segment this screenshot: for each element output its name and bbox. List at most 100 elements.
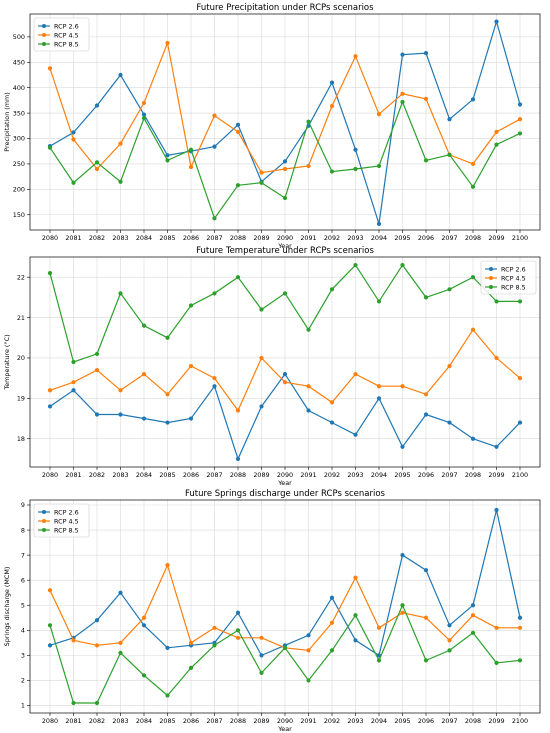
- data-point: [517, 299, 523, 304]
- x-tick-label: 2092: [324, 234, 340, 242]
- data-point: [141, 372, 147, 377]
- x-tick-label: 2098: [465, 717, 481, 725]
- data-point: [212, 113, 217, 118]
- data-point: [447, 638, 452, 643]
- y-tick-label: 400: [13, 84, 25, 92]
- x-tick-label: 2093: [347, 717, 363, 725]
- chart-title: Future Precipitation under RCPs scenario…: [196, 3, 374, 13]
- data-point: [400, 553, 405, 558]
- data-point: [517, 376, 523, 381]
- x-tick-label: 2100: [512, 471, 528, 479]
- data-point: [400, 444, 405, 449]
- x-tick-label: 2089: [253, 234, 269, 242]
- y-tick-label: 150: [13, 211, 25, 219]
- legend-label: RCP 2.6: [54, 508, 79, 516]
- data-point: [470, 436, 476, 441]
- x-tick-label: 2085: [159, 717, 175, 725]
- data-point: [329, 595, 335, 600]
- data-point: [71, 388, 76, 393]
- data-point: [517, 420, 523, 425]
- y-tick-label: 19: [17, 395, 25, 403]
- data-point: [94, 367, 100, 373]
- x-tick-label: 2085: [159, 471, 175, 479]
- data-point: [235, 635, 241, 640]
- data-point: [494, 507, 499, 513]
- data-point: [47, 404, 53, 409]
- y-tick-label: 6: [21, 576, 25, 584]
- data-point: [94, 412, 100, 417]
- data-point: [282, 645, 288, 650]
- data-point: [141, 673, 147, 678]
- data-point: [47, 588, 53, 593]
- data-point: [423, 412, 429, 417]
- data-point: [353, 638, 358, 643]
- data-point: [494, 299, 499, 304]
- data-point: [118, 291, 123, 296]
- data-point: [353, 147, 358, 152]
- data-point: [353, 432, 358, 437]
- x-tick-label: 2080: [42, 471, 58, 479]
- data-point: [235, 456, 241, 462]
- data-point: [165, 645, 170, 650]
- chart-1: Future Precipitation under RCPs scenario…: [3, 3, 541, 250]
- data-point: [188, 640, 194, 645]
- data-point: [329, 103, 335, 109]
- data-point: [329, 420, 335, 425]
- data-point: [376, 658, 382, 663]
- y-tick-label: 18: [17, 435, 25, 443]
- y-tick-label: 450: [13, 58, 25, 66]
- data-point: [212, 376, 217, 381]
- data-point: [329, 648, 335, 653]
- data-point: [212, 384, 217, 389]
- data-point: [118, 179, 123, 184]
- data-point: [235, 408, 241, 413]
- legend-marker: [42, 42, 46, 46]
- data-point: [447, 152, 452, 157]
- data-point: [400, 603, 405, 608]
- x-tick-label: 2082: [89, 471, 105, 479]
- data-point: [306, 633, 311, 638]
- data-point: [329, 287, 335, 292]
- x-tick-label: 2087: [206, 717, 222, 725]
- data-point: [400, 262, 405, 268]
- data-point: [470, 97, 476, 102]
- data-point: [71, 137, 76, 142]
- data-point: [470, 327, 476, 332]
- data-point: [94, 643, 100, 648]
- data-point: [517, 625, 523, 630]
- x-axis-label: Year: [277, 479, 292, 487]
- x-tick-label: 2087: [206, 234, 222, 242]
- data-point: [94, 103, 100, 108]
- data-point: [329, 80, 335, 85]
- data-point: [235, 628, 241, 633]
- data-point: [376, 112, 382, 117]
- y-tick-label: 20: [17, 354, 25, 362]
- data-point: [353, 575, 358, 580]
- x-tick-label: 2095: [394, 234, 410, 242]
- data-point: [188, 665, 194, 670]
- chart-title: Future Temperature under RCPs scenarios: [196, 246, 374, 256]
- x-tick-label: 2080: [42, 234, 58, 242]
- data-point: [94, 618, 100, 623]
- x-tick-label: 2089: [253, 717, 269, 725]
- x-tick-label: 2095: [394, 717, 410, 725]
- x-tick-label: 2085: [159, 234, 175, 242]
- data-point: [141, 416, 147, 421]
- data-point: [47, 388, 53, 393]
- x-tick-label: 2080: [42, 717, 58, 725]
- x-tick-label: 2083: [112, 471, 128, 479]
- legend-label: RCP 8.5: [54, 40, 79, 48]
- data-point: [376, 221, 382, 227]
- data-point: [188, 147, 194, 152]
- data-point: [235, 610, 241, 615]
- data-point: [282, 291, 288, 296]
- legend-label: RCP 4.5: [501, 274, 526, 282]
- data-point: [235, 129, 241, 135]
- x-tick-label: 2084: [136, 717, 152, 725]
- data-point: [235, 275, 241, 280]
- data-point: [141, 116, 147, 121]
- data-point: [71, 638, 76, 643]
- data-point: [47, 643, 53, 648]
- y-tick-label: 8: [21, 526, 25, 534]
